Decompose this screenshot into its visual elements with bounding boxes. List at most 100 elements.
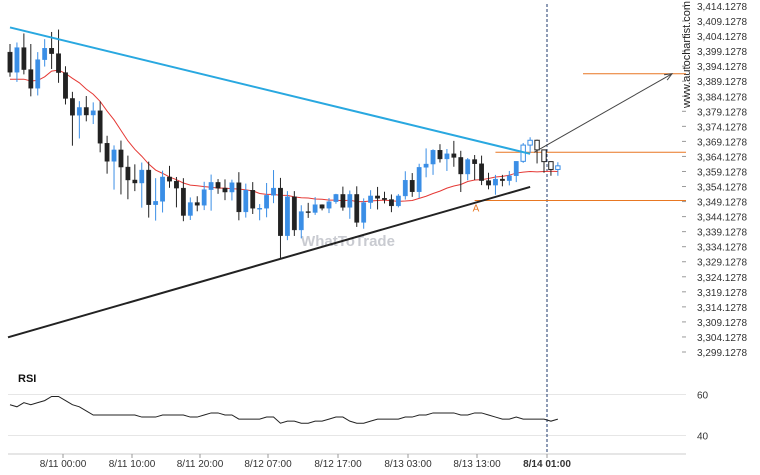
candle-body [250, 190, 256, 209]
candle-body [361, 202, 367, 223]
candle-body [416, 167, 422, 192]
candle-body [389, 199, 394, 207]
time-axis: 8/11 00:00 8/11 10:00 8/11 20:00 8/12 07:00… [8, 4, 686, 470]
candle-body [83, 107, 89, 116]
rsi-tick-label: 40 [697, 432, 709, 443]
price-tick-label: 3,339.1278 [697, 228, 747, 239]
candle-body [229, 182, 235, 193]
price-tick-label: 3,414.1278 [697, 2, 747, 13]
time-tick-label: 8/11 10:00 [109, 459, 156, 470]
watermark-text: WhatToTrade [301, 233, 395, 250]
candle-body [271, 187, 276, 196]
candle-body [326, 201, 332, 209]
price-tick-label: 3,384.1278 [697, 92, 747, 103]
price-tick-label: 3,314.1278 [697, 303, 747, 314]
price-tick-label: 3,399.1278 [697, 47, 747, 58]
trend-lines [7, 26, 674, 339]
candle-body [548, 161, 554, 170]
candle-body [493, 178, 498, 186]
candle-body [333, 194, 339, 202]
price-tick-label: 3,324.1278 [697, 273, 747, 284]
candle-body [139, 169, 145, 184]
price-tick-label: 3,364.1278 [697, 152, 747, 163]
candle-body [458, 157, 464, 175]
resistance-trendline [9, 26, 531, 155]
candle-body [555, 165, 561, 170]
price-tick-label: 3,344.1278 [697, 213, 747, 224]
candle-body [90, 110, 96, 116]
candle-body [437, 150, 443, 160]
price-tick-label: 3,389.1278 [697, 77, 747, 88]
candle-body [187, 202, 193, 216]
candle-body [354, 194, 360, 223]
candle-body [278, 187, 283, 236]
candle-body [285, 196, 290, 236]
candle-body [423, 163, 429, 168]
candle-body [402, 180, 408, 197]
candle-body [264, 195, 269, 209]
candle-body [395, 195, 401, 207]
candle-body [298, 211, 304, 231]
time-tick-label: 8/11 00:00 [40, 459, 87, 470]
candle-body [118, 149, 124, 168]
price-tick-label: 3,374.1278 [697, 122, 747, 133]
candle-body [49, 48, 55, 54]
candle-body [125, 166, 131, 181]
candle-body [479, 163, 484, 181]
projection-arrow-line [533, 73, 673, 153]
candle-body [174, 180, 179, 189]
candle-body [340, 194, 346, 208]
moving-average [10, 69, 558, 203]
candle-body [146, 169, 152, 205]
candle-body [222, 187, 228, 193]
candle-body [236, 182, 242, 213]
rsi-axis: 60 40 [8, 390, 709, 443]
candle-body [347, 194, 353, 208]
candle-body [215, 182, 221, 189]
candle-body [305, 211, 311, 213]
candle-body [319, 204, 325, 209]
ma-line [10, 69, 558, 203]
candle-body [104, 143, 110, 162]
candle-body [513, 161, 519, 176]
candle-body [70, 98, 75, 116]
candle-body [486, 180, 491, 186]
price-tick-label: 3,409.1278 [697, 17, 747, 28]
price-tick-label: 3,404.1278 [697, 32, 747, 43]
candle-body [111, 149, 117, 162]
candle-body [312, 204, 318, 213]
rsi-line [9, 396, 559, 424]
price-tick-label: 3,349.1278 [697, 198, 747, 209]
candle-body [63, 72, 68, 99]
candle-body [42, 48, 48, 60]
candle-body [208, 182, 214, 190]
projection-arrow-head [663, 73, 674, 81]
pattern-point-label: A [473, 203, 480, 214]
candle-body [167, 176, 172, 182]
candle-body [76, 107, 82, 116]
candle-body [97, 110, 103, 144]
candle-body [28, 69, 34, 89]
rsi-title: RSI [18, 373, 36, 385]
price-tick-label: 3,309.1278 [697, 318, 747, 329]
candle-body [541, 149, 547, 163]
price-tick-label: 3,394.1278 [697, 62, 747, 73]
rsi-tick-label: 60 [697, 390, 709, 401]
candle-body [201, 189, 207, 206]
candle-body [160, 176, 165, 202]
candle-body [7, 51, 13, 73]
support-trendline [7, 185, 531, 339]
candle-body [56, 53, 61, 73]
time-tick-label: 8/14 01:00 [523, 459, 571, 470]
candle-body [194, 202, 200, 206]
candle-body [472, 159, 478, 164]
candle-body [375, 195, 380, 199]
time-tick-label: 8/11 20:00 [177, 459, 224, 470]
candle-body [506, 175, 512, 181]
time-tick-label: 8/12 07:00 [244, 459, 292, 470]
price-tick-label: 3,334.1278 [697, 243, 747, 254]
candle-body [21, 47, 27, 70]
price-tick-label: 3,359.1278 [697, 167, 747, 178]
time-tick-label: 8/13 13:00 [453, 459, 501, 470]
rsi-plot [9, 396, 559, 424]
